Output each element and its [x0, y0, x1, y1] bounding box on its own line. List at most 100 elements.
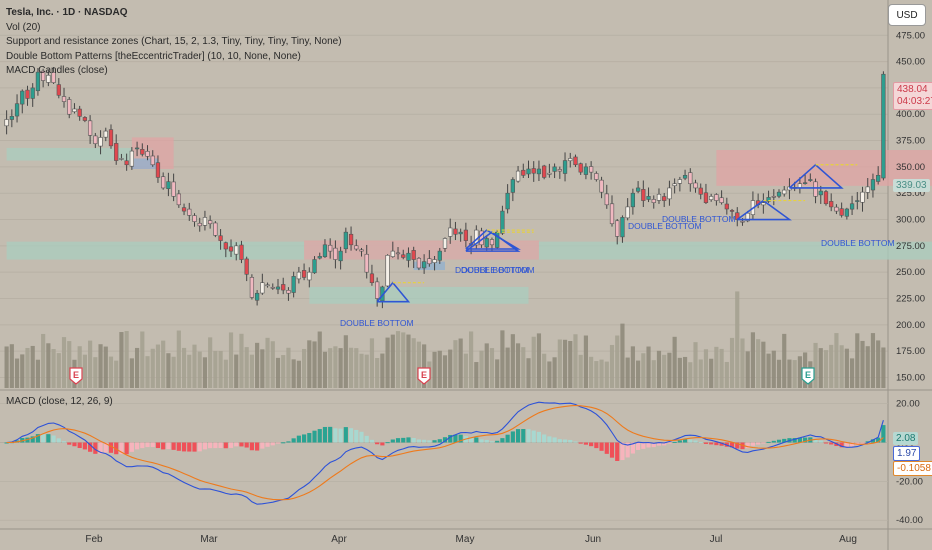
candle-body: [181, 207, 187, 212]
candle: [813, 178, 818, 204]
macd-histogram-bar: [234, 442, 239, 447]
macd-histogram-bar: [625, 442, 630, 458]
macd-histogram-bar: [709, 442, 714, 445]
candle: [51, 66, 56, 84]
volume-bar: [56, 353, 61, 388]
candle: [30, 83, 35, 107]
level-price-tag: 339.03: [893, 179, 930, 192]
macd-histogram-bar: [630, 442, 635, 454]
macd-histogram-bar: [124, 442, 129, 455]
candle: [703, 183, 709, 205]
indicator-double-bottom[interactable]: Double Bottom Patterns [theEccentricTrad…: [6, 50, 301, 62]
macd-histogram-bar: [239, 442, 244, 447]
candle-body: [87, 120, 93, 136]
macd-histogram-bar: [813, 439, 818, 443]
macd-histogram-bar: [161, 442, 166, 450]
macd-histogram-bar: [510, 431, 515, 443]
volume-bar: [448, 349, 453, 388]
macd-histogram-bar: [474, 437, 479, 443]
candle: [688, 168, 693, 192]
macd-histogram-bar: [134, 442, 140, 450]
volume-bar: [155, 344, 161, 388]
macd-histogram-bar: [375, 442, 380, 445]
macd-histogram-bar: [208, 442, 213, 449]
candle: [228, 239, 234, 257]
indicator-sr-zones[interactable]: Support and resistance zones (Chart, 15,…: [6, 36, 342, 47]
volume-bar: [234, 354, 239, 388]
volume-bar: [573, 334, 578, 388]
volume-bar: [667, 352, 672, 388]
macd-histogram-bar: [562, 439, 568, 443]
currency-button[interactable]: USD: [888, 4, 926, 26]
macd-histogram-bar: [322, 426, 328, 443]
volume-bar: [317, 331, 322, 388]
candle: [171, 173, 176, 202]
candle: [808, 173, 813, 182]
volume-bar: [651, 360, 656, 388]
candle-body: [192, 215, 197, 222]
candle: [77, 105, 82, 121]
macd-histogram-bar: [829, 442, 834, 445]
macd-histogram-bar: [620, 442, 625, 461]
volume-bar: [839, 345, 844, 388]
macd-histogram-bar: [108, 442, 114, 453]
candle-body: [834, 206, 839, 212]
macd-histogram-bar: [228, 442, 234, 448]
candle: [594, 171, 599, 182]
macd-histogram-bar: [771, 440, 776, 443]
volume-bar: [881, 347, 886, 388]
price-zone: [309, 286, 529, 304]
time-tick-label: Jul: [710, 534, 723, 545]
indicator-vol[interactable]: Vol (20): [6, 21, 41, 33]
volume-bar: [328, 348, 333, 388]
macd-signal-value: -0.1058: [893, 461, 932, 476]
volume-bar: [740, 338, 745, 388]
candle: [515, 165, 521, 183]
macd-histogram-bar: [140, 442, 145, 449]
macd-histogram-bar: [422, 439, 427, 443]
macd-histogram-bar: [359, 431, 364, 443]
candle-body: [176, 193, 181, 206]
volume-bar: [385, 337, 390, 388]
macd-legend[interactable]: MACD (close, 12, 26, 9): [6, 396, 113, 407]
macd-histogram-bar: [390, 439, 395, 443]
candle: [114, 134, 119, 165]
macd-histogram-bar: [656, 442, 662, 446]
candle-body: [119, 158, 124, 160]
candle: [599, 176, 604, 199]
candle-body: [307, 271, 312, 281]
volume-bar: [244, 347, 249, 388]
candle-body: [604, 193, 609, 206]
candle-body: [364, 253, 369, 273]
candle-body: [166, 181, 171, 190]
candle: [406, 247, 411, 268]
volume-bar: [270, 341, 275, 388]
volume-bar: [88, 340, 93, 388]
candle-body: [208, 220, 213, 225]
volume-bar: [489, 348, 495, 388]
macd-histogram-bar: [401, 437, 406, 443]
macd-histogram-bar: [181, 442, 187, 452]
candle-body: [589, 166, 594, 173]
indicator-macd-candles[interactable]: MACD Candles (close): [6, 65, 108, 76]
macd-histogram-bar: [192, 442, 197, 452]
volume-bar: [369, 338, 375, 388]
candle: [395, 247, 401, 260]
candle-body: [839, 208, 844, 216]
candle-body: [249, 277, 255, 298]
volume-bar: [25, 347, 30, 388]
volume-bar: [129, 358, 134, 388]
candle-body: [385, 255, 390, 287]
candle-body: [427, 258, 432, 265]
candle: [197, 217, 202, 232]
candle: [338, 246, 343, 270]
macd-histogram-bar: [395, 438, 401, 443]
candle-body: [698, 187, 703, 195]
candle: [526, 160, 531, 178]
candle: [14, 94, 20, 123]
volume-bar: [61, 337, 67, 388]
volume-bar: [442, 355, 448, 388]
signal-line: [6, 404, 884, 501]
macd-histogram-bar: [557, 439, 562, 443]
macd-histogram-bar: [604, 442, 609, 454]
